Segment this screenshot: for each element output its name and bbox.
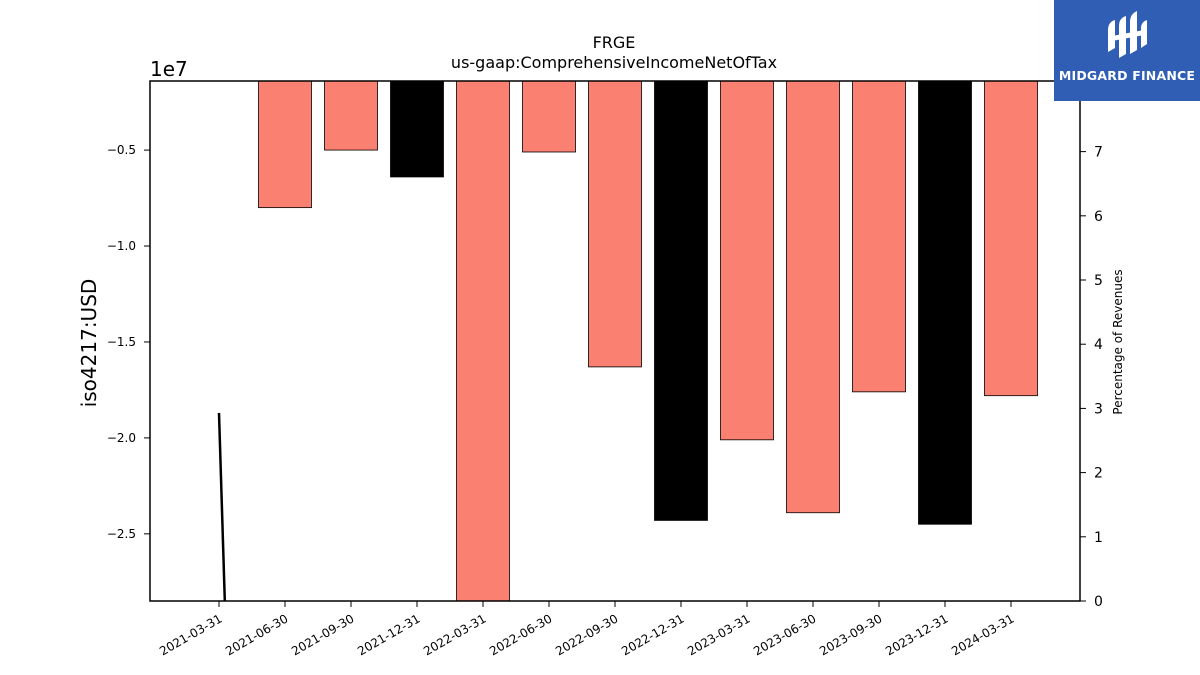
y2-tick-label: 4 <box>1094 337 1103 353</box>
bar-2022-12-31 <box>654 80 708 521</box>
y-tick-label: −2.5 <box>107 527 136 541</box>
x-tick-label: 2021-12-31 <box>355 611 422 658</box>
bar-2022-09-30 <box>588 80 642 368</box>
bars-group <box>258 80 1038 602</box>
line-group <box>217 412 227 602</box>
bar-2024-03-31 <box>984 80 1038 397</box>
bar-2023-06-30 <box>786 80 840 514</box>
chart-title: FRGE <box>593 33 636 52</box>
x-tick-label: 2022-03-31 <box>421 611 488 658</box>
y2-axis-label: Percentage of Revenues <box>1111 269 1125 414</box>
y2-tick-label: 6 <box>1094 209 1103 225</box>
y-ticks-group: −0.5 −1.0 −1.5 −2.0 −2.5 <box>107 143 150 541</box>
x-tick-label: 2023-06-30 <box>751 611 818 658</box>
y2-tick-label: 3 <box>1094 401 1103 417</box>
x-tick-label: 2022-06-30 <box>487 611 554 658</box>
x-tick-label: 2022-09-30 <box>553 611 620 658</box>
x-tick-label: 2021-09-30 <box>289 611 356 658</box>
y-tick-label: −1.0 <box>107 239 136 253</box>
midgard-logo-icon <box>1108 11 1147 58</box>
bar-2021-12-31 <box>390 80 444 178</box>
y-axis-label: iso4217:USD <box>77 279 101 408</box>
y2-tick-label: 1 <box>1094 530 1103 546</box>
logo-text: MIDGARD FINANCE <box>1058 68 1196 83</box>
bar-2022-03-31 <box>456 80 510 602</box>
y-tick-label: −1.5 <box>107 335 136 349</box>
chart-subtitle: us-gaap:ComprehensiveIncomeNetOfTax <box>451 53 777 72</box>
bar-2023-12-31 <box>918 80 972 525</box>
x-tick-label: 2021-06-30 <box>223 611 290 658</box>
x-tick-label: 2022-12-31 <box>619 611 686 658</box>
bar-2023-03-31 <box>720 80 774 441</box>
x-tick-label: 2021-03-31 <box>157 611 224 658</box>
y2-tick-label: 2 <box>1094 466 1103 482</box>
x-tick-label: 2023-12-31 <box>883 611 950 658</box>
midgard-finance-logo: MIDGARD FINANCE <box>1054 0 1200 101</box>
bar-2021-09-30 <box>324 80 378 151</box>
y-offset-label: 1e7 <box>150 57 188 81</box>
bar-2023-09-30 <box>852 80 906 393</box>
bar-2021-06-30 <box>258 80 312 209</box>
y-tick-label: −0.5 <box>107 143 136 157</box>
plot-frame <box>149 80 1081 602</box>
x-ticks-group: 2021-03-312021-06-302021-09-302021-12-31… <box>157 601 1017 658</box>
y2-ticks-group: 0 1 2 3 4 5 6 7 <box>1080 145 1103 610</box>
bar-2022-06-30 <box>522 80 576 153</box>
y2-tick-label: 7 <box>1094 145 1103 161</box>
x-tick-label: 2023-09-30 <box>817 611 884 658</box>
percentage-line <box>217 412 227 602</box>
x-tick-label: 2023-03-31 <box>685 611 752 658</box>
x-tick-label: 2024-03-31 <box>949 611 1016 658</box>
y2-tick-label: 0 <box>1094 594 1103 610</box>
y2-tick-label: 5 <box>1094 273 1103 289</box>
y-tick-label: −2.0 <box>107 431 136 445</box>
